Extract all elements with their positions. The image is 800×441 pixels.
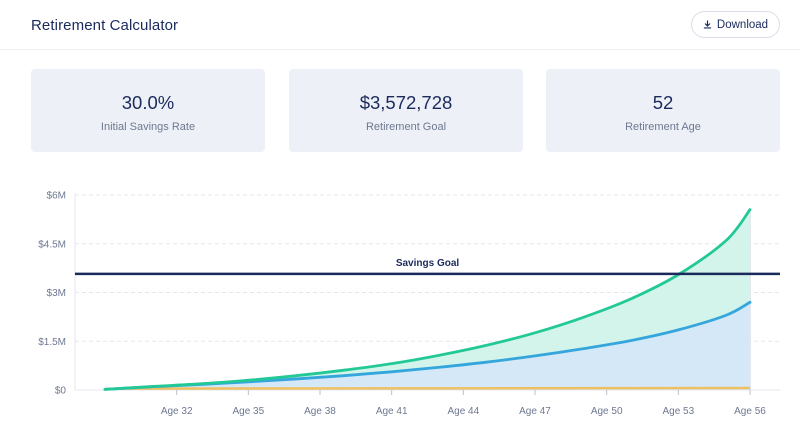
stat-label: Retirement Age <box>625 121 701 133</box>
contributions-area <box>105 302 750 390</box>
savings-chart: $0 $1.5M $3M $4.5M $6M Age 32 Age 35 Age 38 Age … <box>0 175 800 441</box>
stat-retirement-age: 52 Retirement Age <box>546 69 780 152</box>
savings-chart-svg: $0 $1.5M $3M $4.5M $6M Age 32 Age 35 Age 38 Age … <box>38 191 780 417</box>
y-tick-label: $3M <box>47 288 66 299</box>
card-header: Retirement Calculator Download <box>0 0 800 50</box>
y-tick-label: $4.5M <box>38 239 66 250</box>
stat-label: Retirement Goal <box>365 121 447 133</box>
x-tick-label: Age 41 <box>376 406 408 417</box>
x-tick-label: Age 50 <box>591 406 623 417</box>
x-tick-label: Age 56 <box>734 406 766 417</box>
stat-initial-savings-rate: 30.0% Initial Savings Rate <box>31 69 265 152</box>
x-tick-label: Age 35 <box>232 406 264 417</box>
download-label: Download <box>716 18 769 31</box>
x-tick-label: Age 47 <box>519 406 551 417</box>
y-tick-label: $6M <box>47 191 66 202</box>
download-button[interactable]: Download <box>691 11 780 38</box>
download-icon <box>703 20 712 29</box>
stat-retirement-goal: $3,572,728 Retirement Goal <box>289 69 523 152</box>
stat-value: 30.0% <box>121 92 175 113</box>
y-tick-label: $1.5M <box>38 337 66 348</box>
savings-goal-label: Savings Goal <box>396 258 460 269</box>
total-savings-area <box>105 209 750 390</box>
baseline-line <box>104 386 751 390</box>
stat-value: $3,572,728 <box>359 92 453 113</box>
y-tick-label: $0 <box>55 386 67 397</box>
page-title: Retirement Calculator <box>31 17 179 34</box>
stat-label: Initial Savings Rate <box>100 121 196 133</box>
x-tick-label: Age 53 <box>662 406 694 417</box>
x-tick-label: Age 32 <box>161 406 193 417</box>
x-tick-label: Age 38 <box>304 406 336 417</box>
x-tick-label: Age 44 <box>447 406 479 417</box>
stat-value: 52 <box>652 92 674 113</box>
total-savings-line <box>103 208 752 391</box>
